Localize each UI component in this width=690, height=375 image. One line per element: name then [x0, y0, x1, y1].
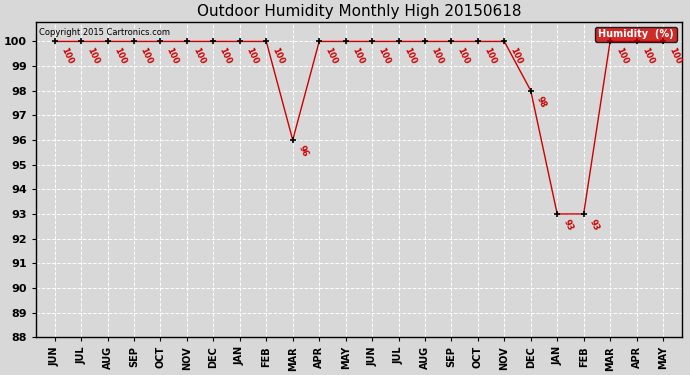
Text: 100: 100 — [429, 46, 444, 65]
Text: 100: 100 — [165, 46, 180, 65]
Text: 96: 96 — [297, 144, 310, 159]
Text: 100: 100 — [509, 46, 524, 65]
Text: 100: 100 — [641, 46, 656, 65]
Text: 100: 100 — [350, 46, 365, 65]
Text: 100: 100 — [614, 46, 630, 65]
Text: 100: 100 — [270, 46, 286, 65]
Text: 100: 100 — [86, 46, 101, 65]
Text: 100: 100 — [376, 46, 392, 65]
Text: 100: 100 — [112, 46, 127, 65]
Text: 93: 93 — [562, 218, 574, 232]
Text: 100: 100 — [482, 46, 497, 65]
Text: Copyright 2015 Cartronics.com: Copyright 2015 Cartronics.com — [39, 28, 170, 37]
Text: 100: 100 — [244, 46, 259, 65]
Text: 100: 100 — [191, 46, 206, 65]
Title: Outdoor Humidity Monthly High 20150618: Outdoor Humidity Monthly High 20150618 — [197, 4, 521, 19]
Text: 100: 100 — [59, 46, 75, 65]
Text: 100: 100 — [217, 46, 233, 65]
Text: 100: 100 — [324, 46, 339, 65]
Legend: Humidity  (%): Humidity (%) — [595, 27, 677, 42]
Text: 98: 98 — [535, 95, 548, 109]
Text: 100: 100 — [667, 46, 682, 65]
Text: 100: 100 — [455, 46, 471, 65]
Text: 100: 100 — [403, 46, 418, 65]
Text: 93: 93 — [588, 218, 601, 232]
Text: 100: 100 — [138, 46, 154, 65]
